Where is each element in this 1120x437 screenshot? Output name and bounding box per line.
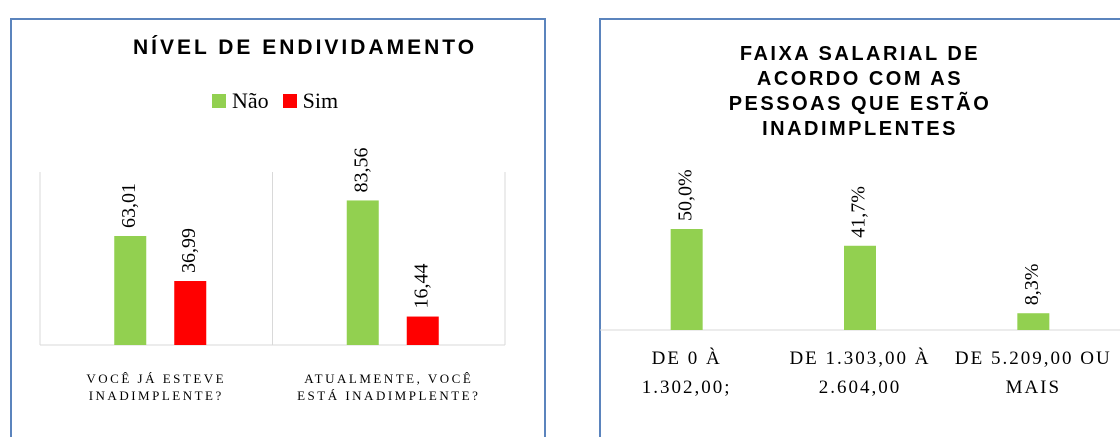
bar (406, 316, 439, 345)
bar (174, 281, 207, 345)
bar (844, 245, 876, 330)
x-tick-label: DE 5.209,00 OU MAIS (954, 348, 1112, 398)
legend-swatch (212, 94, 226, 108)
x-tick-label: VOCÊ JÁ ESTEVE INADIMPLENTE? (86, 371, 227, 403)
legend-swatch (282, 94, 297, 108)
x-tick-label: ATUALMENTE, VOCÊ ESTÁ INADIMPLENTE? (297, 371, 481, 403)
bar (1017, 313, 1050, 330)
value-label: 16,44 (410, 264, 432, 309)
legend-label: Não (232, 88, 269, 113)
legend: Não Sim (212, 88, 338, 114)
value-label: 50,0% (674, 169, 696, 221)
value-label: 41,7% (848, 186, 870, 238)
chart-panel (599, 18, 1120, 437)
x-tick-label: DE 1.303,00 À 2.604,00 (789, 348, 931, 398)
x-tick-label: DE 0 À 1.302,00; (641, 348, 732, 398)
bar (114, 235, 147, 345)
legend-label: Sim (302, 88, 339, 113)
bar (346, 200, 379, 345)
value-label: 83,56 (350, 147, 372, 192)
chart-panel (10, 18, 546, 437)
chart-title: NÍVEL DE ENDIVIDAMENTO (132, 36, 478, 59)
value-label: 8,3% (1021, 264, 1043, 306)
value-label: 63,01 (118, 183, 140, 228)
chart-title: FAIXA SALARIAL DE ACORDO COM AS PESSOAS … (728, 43, 992, 140)
bar (670, 229, 703, 330)
value-label: 36,99 (178, 228, 200, 273)
